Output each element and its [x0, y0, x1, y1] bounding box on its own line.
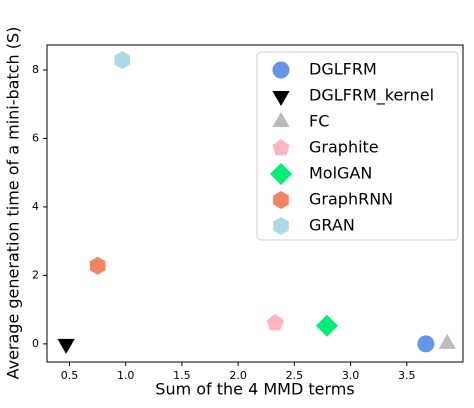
- legend-label: GraphRNN: [309, 190, 393, 209]
- x-axis-label: Sum of the 4 MMD terms: [155, 380, 354, 399]
- legend-label: DGLFRM_kernel: [309, 86, 434, 106]
- x-tick-label: 1.0: [117, 369, 135, 382]
- point: [266, 313, 284, 331]
- point: [438, 333, 456, 349]
- y-tick-label: 6: [32, 131, 39, 144]
- y-tick-label: 0: [32, 337, 39, 350]
- y-tick-label: 2: [32, 268, 39, 281]
- y-axis-label: Average generation time of a mini-batch …: [4, 27, 23, 380]
- point: [114, 51, 131, 70]
- legend-box: [256, 51, 459, 241]
- legend-marker: [272, 61, 290, 79]
- x-tick-label: 2.5: [286, 369, 304, 382]
- point: [417, 335, 435, 353]
- legend-marker: [272, 112, 290, 127]
- x-tick-label: 3.5: [398, 369, 416, 382]
- point: [89, 256, 106, 275]
- point: [315, 314, 338, 337]
- x-tick-label: 2.0: [229, 369, 247, 382]
- legend-marker: [272, 139, 290, 156]
- point: [57, 338, 75, 354]
- y-tick-label: 8: [32, 63, 39, 76]
- x-tick-label: 1.5: [173, 369, 191, 382]
- legend-label: DGLFRM: [309, 60, 377, 79]
- legend-marker: [270, 163, 292, 185]
- legend-label: MolGAN: [309, 164, 372, 183]
- legend-marker: [273, 217, 289, 235]
- plot-frame: [46, 44, 464, 363]
- legend-label: Graphite: [309, 138, 379, 157]
- y-tick-label: 4: [32, 200, 39, 213]
- legend-label: FC: [309, 112, 329, 131]
- legend-marker: [272, 91, 290, 106]
- legend-label: GRAN: [309, 216, 355, 235]
- x-tick-label: 0.5: [61, 369, 79, 382]
- x-tick-label: 3.0: [342, 369, 360, 382]
- legend-marker: [273, 191, 289, 209]
